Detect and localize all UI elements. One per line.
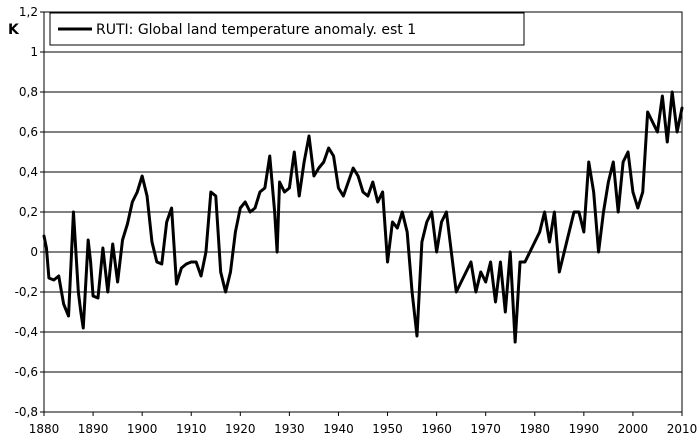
y-tick-label: 0,4: [19, 165, 38, 179]
y-tick-label: -0,2: [15, 285, 38, 299]
x-tick-label: 1940: [323, 422, 354, 436]
x-tick-label: 1990: [569, 422, 600, 436]
y-tick-label: 0: [30, 245, 38, 259]
x-tick-label: 1970: [470, 422, 501, 436]
x-tick-label: 1980: [519, 422, 550, 436]
legend: RUTI: Global land temperature anomaly. e…: [49, 12, 525, 46]
y-tick-label: 1,2: [19, 5, 38, 19]
legend-label: RUTI: Global land temperature anomaly. e…: [96, 22, 416, 38]
x-tick-label: 1910: [176, 422, 207, 436]
x-tick-label: 2010: [667, 422, 698, 436]
y-tick-label: -0,8: [15, 405, 38, 419]
axis-ticks: -0,8 -0,6 -0,4 -0,2 0 0,2 0,4 0,6 0,8 1 1,2 1880 189…: [15, 5, 698, 436]
x-tick-label: 1920: [225, 422, 256, 436]
series-line-ruti: [42, 90, 684, 344]
y-tick-label: -0,4: [15, 325, 38, 339]
x-tick-label: 1900: [127, 422, 158, 436]
y-tick-label: 0,6: [19, 125, 38, 139]
x-tick-label: 2000: [618, 422, 649, 436]
x-tick-label: 1950: [372, 422, 403, 436]
x-tick-label: 1960: [421, 422, 452, 436]
y-tick-label: 0,8: [19, 85, 38, 99]
y-tick-label: -0,6: [15, 365, 38, 379]
y-tick-label: 1: [30, 45, 38, 59]
x-tick-label: 1930: [274, 422, 305, 436]
y-axis-unit-label: K: [8, 22, 20, 38]
gridlines: [44, 51, 682, 373]
x-tick-label: 1890: [78, 422, 109, 436]
legend-box: [49, 12, 525, 46]
y-tick-label: 0,2: [19, 205, 38, 219]
x-tick-label: 1880: [29, 422, 60, 436]
